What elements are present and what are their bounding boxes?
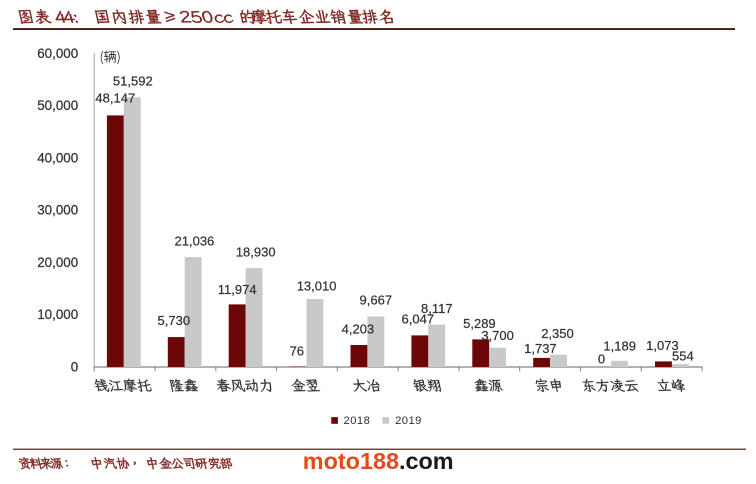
svg-text:18,930: 18,930 [236,245,276,260]
svg-text:1,189: 1,189 [603,339,636,354]
svg-text:21,036: 21,036 [175,234,215,249]
svg-text:0: 0 [71,360,78,375]
svg-text:50,000: 50,000 [37,98,78,113]
svg-text:0: 0 [598,351,605,366]
svg-text:2018: 2018 [344,415,370,427]
svg-text:moto188.com: moto188.com [303,448,454,474]
svg-text:554: 554 [672,349,694,364]
svg-text:2019: 2019 [395,415,421,427]
svg-text:5,730: 5,730 [158,313,191,328]
svg-text:3,700: 3,700 [481,328,514,343]
svg-text:51,592: 51,592 [113,73,153,88]
svg-text:9,667: 9,667 [360,293,393,308]
svg-text:8,117: 8,117 [421,301,453,316]
svg-text:48,147: 48,147 [95,91,135,106]
svg-text:4,203: 4,203 [342,322,375,337]
svg-text:11,974: 11,974 [218,282,257,297]
svg-text:1,073: 1,073 [646,338,679,353]
svg-text:40,000: 40,000 [37,150,78,165]
svg-text:2,350: 2,350 [541,326,574,341]
svg-text:60,000: 60,000 [37,46,78,61]
svg-text:1,737: 1,737 [524,341,557,356]
svg-text:20,000: 20,000 [37,255,78,270]
svg-text:30,000: 30,000 [37,203,78,218]
svg-text:6,047: 6,047 [402,311,435,326]
svg-text:13,010: 13,010 [297,278,337,293]
svg-text:10,000: 10,000 [37,307,78,322]
svg-text:76: 76 [290,344,304,359]
svg-text:5,289: 5,289 [463,316,496,331]
